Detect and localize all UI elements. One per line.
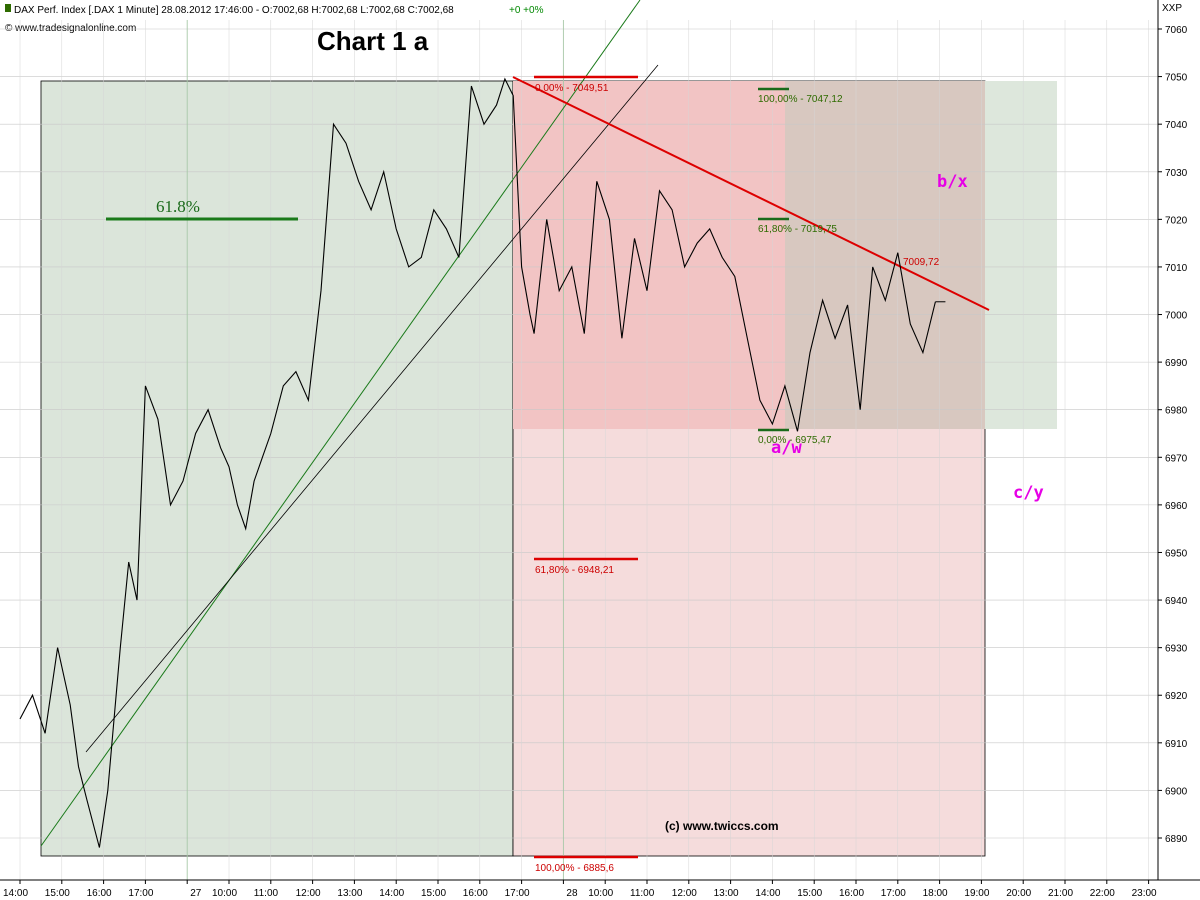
wave-label-cy: c/y <box>1013 483 1044 503</box>
x-tick-label: 12:00 <box>296 888 321 899</box>
fib-green-label: 100,00% - 7047,12 <box>758 94 843 105</box>
y-tick-label: 6910 <box>1165 739 1188 750</box>
y-tick-label: 6960 <box>1165 501 1188 512</box>
y-tick-label: 7010 <box>1165 263 1188 274</box>
trendline-value-label: 7009,72 <box>903 257 940 268</box>
fib-red-label: 61,80% - 6948,21 <box>535 565 614 576</box>
x-tick-label: 17:00 <box>881 888 906 899</box>
x-tick-label: 14:00 <box>3 888 28 899</box>
trendline-support-1 <box>40 0 641 847</box>
x-tick-label: 11:00 <box>630 888 655 899</box>
y-tick-label: 7040 <box>1165 120 1188 131</box>
x-tick-label: 21:00 <box>1048 888 1073 899</box>
fib-green-label: 0,00% - 6975,47 <box>758 435 832 446</box>
y-tick-label: 6940 <box>1165 596 1188 607</box>
x-tick-label: 10:00 <box>212 888 237 899</box>
y-axis: 6890 6900 6910 6920 6930 6940 6950 6960 6970 6980… <box>0 0 1200 881</box>
price-series-line <box>19 77 936 848</box>
fib-red-label: 100,00% - 6885,6 <box>535 863 614 874</box>
x-tick-label: 13:00 <box>714 888 739 899</box>
y-tick-label: 7030 <box>1165 168 1188 179</box>
grid <box>0 20 1158 880</box>
x-tick-label: 14:00 <box>755 888 780 899</box>
fib-green-label: 61,80% - 7019,75 <box>758 224 837 235</box>
x-tick-label: 22:00 <box>1090 888 1115 899</box>
x-tick-label: 16:00 <box>839 888 864 899</box>
y-tick-label: 6900 <box>1165 786 1188 797</box>
header-change: +0 +0% <box>509 5 544 16</box>
chart-label: Chart 1 a <box>317 26 429 56</box>
fib-levels: 0,00% - 7049,51 61,80% - 6948,21 100,00% -… <box>534 75 946 874</box>
fib-red-label: 0,00% - 7049,51 <box>535 83 609 94</box>
y-tick-label: 6930 <box>1165 644 1188 655</box>
y-tick-label: 6890 <box>1165 834 1188 845</box>
x-tick-label: 28 <box>566 888 578 899</box>
y-tick-label: 6920 <box>1165 691 1188 702</box>
x-tick-label: 11:00 <box>254 888 279 899</box>
fib-green-big-label: 61.8% <box>156 197 200 216</box>
trendline-resistance <box>512 76 990 311</box>
brown-zone <box>785 81 985 429</box>
x-tick-label: 15:00 <box>797 888 822 899</box>
x-tick-label: 23:00 <box>1132 888 1157 899</box>
x-tick-label: 19:00 <box>964 888 989 899</box>
x-tick-label: 27 <box>190 888 202 899</box>
axis-unit-label: XXP <box>1162 3 1182 14</box>
copyright-watermark: (c) www.twiccs.com <box>665 819 779 833</box>
x-tick-label: 13:00 <box>337 888 362 899</box>
green-zone-right <box>985 81 1057 429</box>
x-tick-label: 17:00 <box>128 888 153 899</box>
trendline-support-2 <box>85 64 659 753</box>
x-tick-label: 16:00 <box>463 888 488 899</box>
x-axis: 14:00 15:00 16:00 17:00 27 10:00 11:00 12:00 13:… <box>3 880 1157 899</box>
y-tick-label: 6990 <box>1165 358 1188 369</box>
header-color-swatch <box>5 4 11 12</box>
x-tick-label: 18:00 <box>923 888 948 899</box>
x-tick-label: 15:00 <box>421 888 446 899</box>
y-tick-label: 7000 <box>1165 311 1188 322</box>
wave-label-bx: b/x <box>937 172 968 192</box>
y-tick-label: 7020 <box>1165 215 1188 226</box>
x-tick-label: 16:00 <box>87 888 112 899</box>
y-tick-label: 6970 <box>1165 453 1188 464</box>
y-tick-label: 7060 <box>1165 25 1188 36</box>
header-info: DAX Perf. Index [.DAX 1 Minute] 28.08.20… <box>14 5 454 16</box>
x-tick-label: 17:00 <box>505 888 530 899</box>
x-tick-label: 15:00 <box>45 888 70 899</box>
red-zone-dark <box>513 81 785 429</box>
x-tick-label: 12:00 <box>672 888 697 899</box>
x-tick-label: 20:00 <box>1006 888 1031 899</box>
y-tick-label: 7050 <box>1165 73 1188 84</box>
y-tick-label: 6950 <box>1165 548 1188 559</box>
header-source: © www.tradesignalonline.com <box>5 23 136 34</box>
wave-label-aw: a/w <box>771 438 802 458</box>
y-tick-label: 6980 <box>1165 406 1188 417</box>
x-tick-label: 10:00 <box>588 888 613 899</box>
x-tick-label: 14:00 <box>379 888 404 899</box>
